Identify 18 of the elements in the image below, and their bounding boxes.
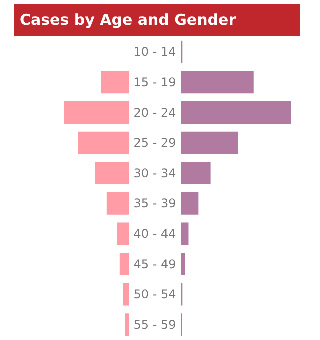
y-tick-label: 15 - 19 [134,75,176,90]
y-tick-label: 30 - 34 [134,166,176,180]
bar [181,102,292,124]
y-tick-label: 10 - 14 [134,45,176,60]
bar [181,222,189,246]
bar [181,253,186,276]
bar [181,162,211,185]
y-tick-label: 55 - 59 [134,318,176,332]
y-tick-label: 35 - 39 [134,196,176,211]
bar [181,71,254,94]
y-tick-label: 20 - 24 [134,106,176,120]
chart-title: Cases by Age and Gender [14,4,300,36]
bar [181,132,238,154]
y-tick-label: 40 - 44 [134,226,176,241]
y-tick-label: 50 - 54 [134,288,176,302]
bar [181,192,199,215]
y-tick-label: 45 - 49 [134,257,176,272]
y-tick-label: 25 - 29 [134,136,176,150]
